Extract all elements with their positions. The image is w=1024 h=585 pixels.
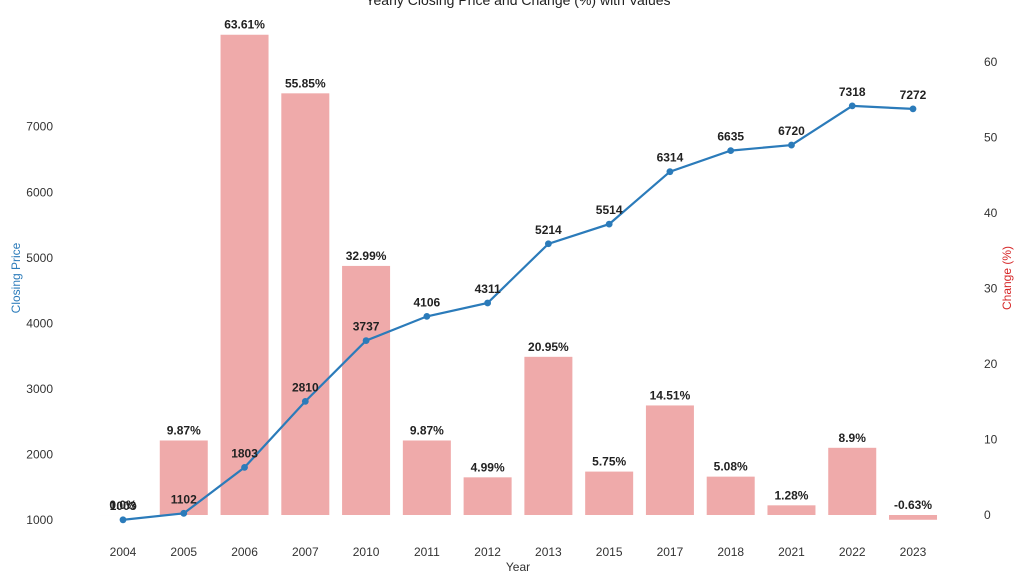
y-tick-right-40: 40 <box>984 206 998 220</box>
y-tick-right-20: 20 <box>984 357 998 371</box>
point-label-2004: 1003 <box>110 499 137 513</box>
point-label-2018: 6635 <box>717 130 744 144</box>
y-tick-right-60: 60 <box>984 55 998 69</box>
bar-label-2017: 14.51% <box>650 388 691 402</box>
x-ticks: 2004 2005 2006 2007 2010 2011 2012 2013 2015 2017… <box>110 545 927 559</box>
point-label-2005: 1102 <box>171 492 197 506</box>
x-tick-2007: 2007 <box>292 545 319 559</box>
x-tick-2023: 2023 <box>900 545 927 559</box>
point-2018 <box>727 147 735 155</box>
x-tick-2004: 2004 <box>110 545 137 559</box>
y-axis-left-title: Closing Price <box>9 242 23 313</box>
bar-2010 <box>342 265 391 515</box>
x-tick-2010: 2010 <box>353 545 380 559</box>
point-label-2015: 5514 <box>596 203 623 217</box>
y-tick-left-4000: 4000 <box>26 316 53 330</box>
x-tick-2017: 2017 <box>657 545 684 559</box>
x-tick-2005: 2005 <box>170 545 197 559</box>
y-ticks-right: 0 10 20 30 40 50 60 <box>984 55 998 522</box>
point-2007 <box>301 397 309 405</box>
point-2005 <box>180 509 188 517</box>
bar-label-2004: 0.0% <box>109 498 137 512</box>
bars-layer <box>99 34 938 520</box>
y-tick-left-2000: 2000 <box>26 447 53 461</box>
bar-2006 <box>220 34 269 515</box>
point-2010 <box>362 337 370 344</box>
bar-2015 <box>585 471 634 515</box>
point-2013 <box>544 240 552 248</box>
x-tick-2013: 2013 <box>535 545 562 559</box>
bar-label-2021: 1.28% <box>774 488 808 502</box>
point-2021 <box>788 141 795 149</box>
point-label-2010: 3737 <box>353 320 380 334</box>
bar-label-2010: 32.99% <box>346 249 387 263</box>
bar-label-2013: 20.95% <box>528 340 569 354</box>
y-tick-right-10: 10 <box>984 433 998 447</box>
chart-title: Yearly Closing Price and Change (%) with… <box>365 0 670 8</box>
point-2004 <box>119 516 127 524</box>
point-2017 <box>666 168 674 176</box>
x-axis-title: Year <box>506 560 530 574</box>
point-2012 <box>484 299 492 307</box>
bar-2007 <box>281 93 330 516</box>
bar-label-2012: 4.99% <box>471 460 505 474</box>
bar-2023 <box>889 515 938 520</box>
x-tick-2021: 2021 <box>778 545 805 559</box>
point-label-2013: 5214 <box>535 223 562 237</box>
x-tick-2012: 2012 <box>474 545 501 559</box>
y-tick-left-6000: 6000 <box>26 185 53 199</box>
y-tick-left-1000: 1000 <box>26 513 53 527</box>
point-2015 <box>605 220 613 228</box>
bar-2022 <box>828 447 877 515</box>
x-tick-2006: 2006 <box>231 545 258 559</box>
point-2022 <box>848 102 856 110</box>
bar-label-2015: 5.75% <box>592 455 626 469</box>
point-2023 <box>909 105 917 113</box>
y-ticks-left: 1000 2000 3000 4000 5000 6000 7000 <box>26 120 53 527</box>
bar-label-2022: 8.9% <box>839 431 867 445</box>
y-axis-right-title: Change (%) <box>1000 246 1014 310</box>
y-tick-right-0: 0 <box>984 508 991 522</box>
point-2011 <box>423 313 431 320</box>
bar-2013 <box>524 356 573 515</box>
bar-label-2005: 9.87% <box>167 423 201 437</box>
bar-2017 <box>645 405 694 515</box>
x-tick-2011: 2011 <box>414 545 440 559</box>
labels-layer: 0.0% 9.87% 63.61% 55.85% 32.99% 9.87% 4.99% 20.… <box>109 18 932 513</box>
x-tick-2018: 2018 <box>717 545 744 559</box>
y-tick-left-7000: 7000 <box>26 120 53 134</box>
bar-label-2011: 9.87% <box>410 423 444 437</box>
point-label-2007: 2810 <box>292 380 319 394</box>
point-label-2012: 4311 <box>475 282 501 296</box>
y-tick-left-5000: 5000 <box>26 251 53 265</box>
y-tick-left-3000: 3000 <box>26 382 53 396</box>
bar-label-2018: 5.08% <box>714 460 748 474</box>
x-tick-2015: 2015 <box>596 545 623 559</box>
point-label-2017: 6314 <box>657 151 684 165</box>
y-tick-right-30: 30 <box>984 282 998 296</box>
bar-label-2006: 63.61% <box>224 18 265 32</box>
line-layer <box>119 102 917 524</box>
point-2006 <box>241 463 248 471</box>
point-label-2023: 7272 <box>900 88 927 102</box>
bar-2021 <box>767 505 816 515</box>
bar-label-2023: -0.63% <box>894 498 932 512</box>
y-tick-right-50: 50 <box>984 131 998 145</box>
point-label-2022: 7318 <box>839 85 866 99</box>
point-label-2006: 1803 <box>231 446 258 460</box>
point-label-2011: 4106 <box>413 295 440 309</box>
x-tick-2022: 2022 <box>839 545 866 559</box>
bar-2018 <box>706 476 755 515</box>
point-label-2021: 6720 <box>778 124 805 138</box>
bar-2011 <box>402 440 451 515</box>
closing-price-line <box>122 104 914 521</box>
bar-2012 <box>463 477 512 515</box>
bar-label-2007: 55.85% <box>285 76 326 90</box>
